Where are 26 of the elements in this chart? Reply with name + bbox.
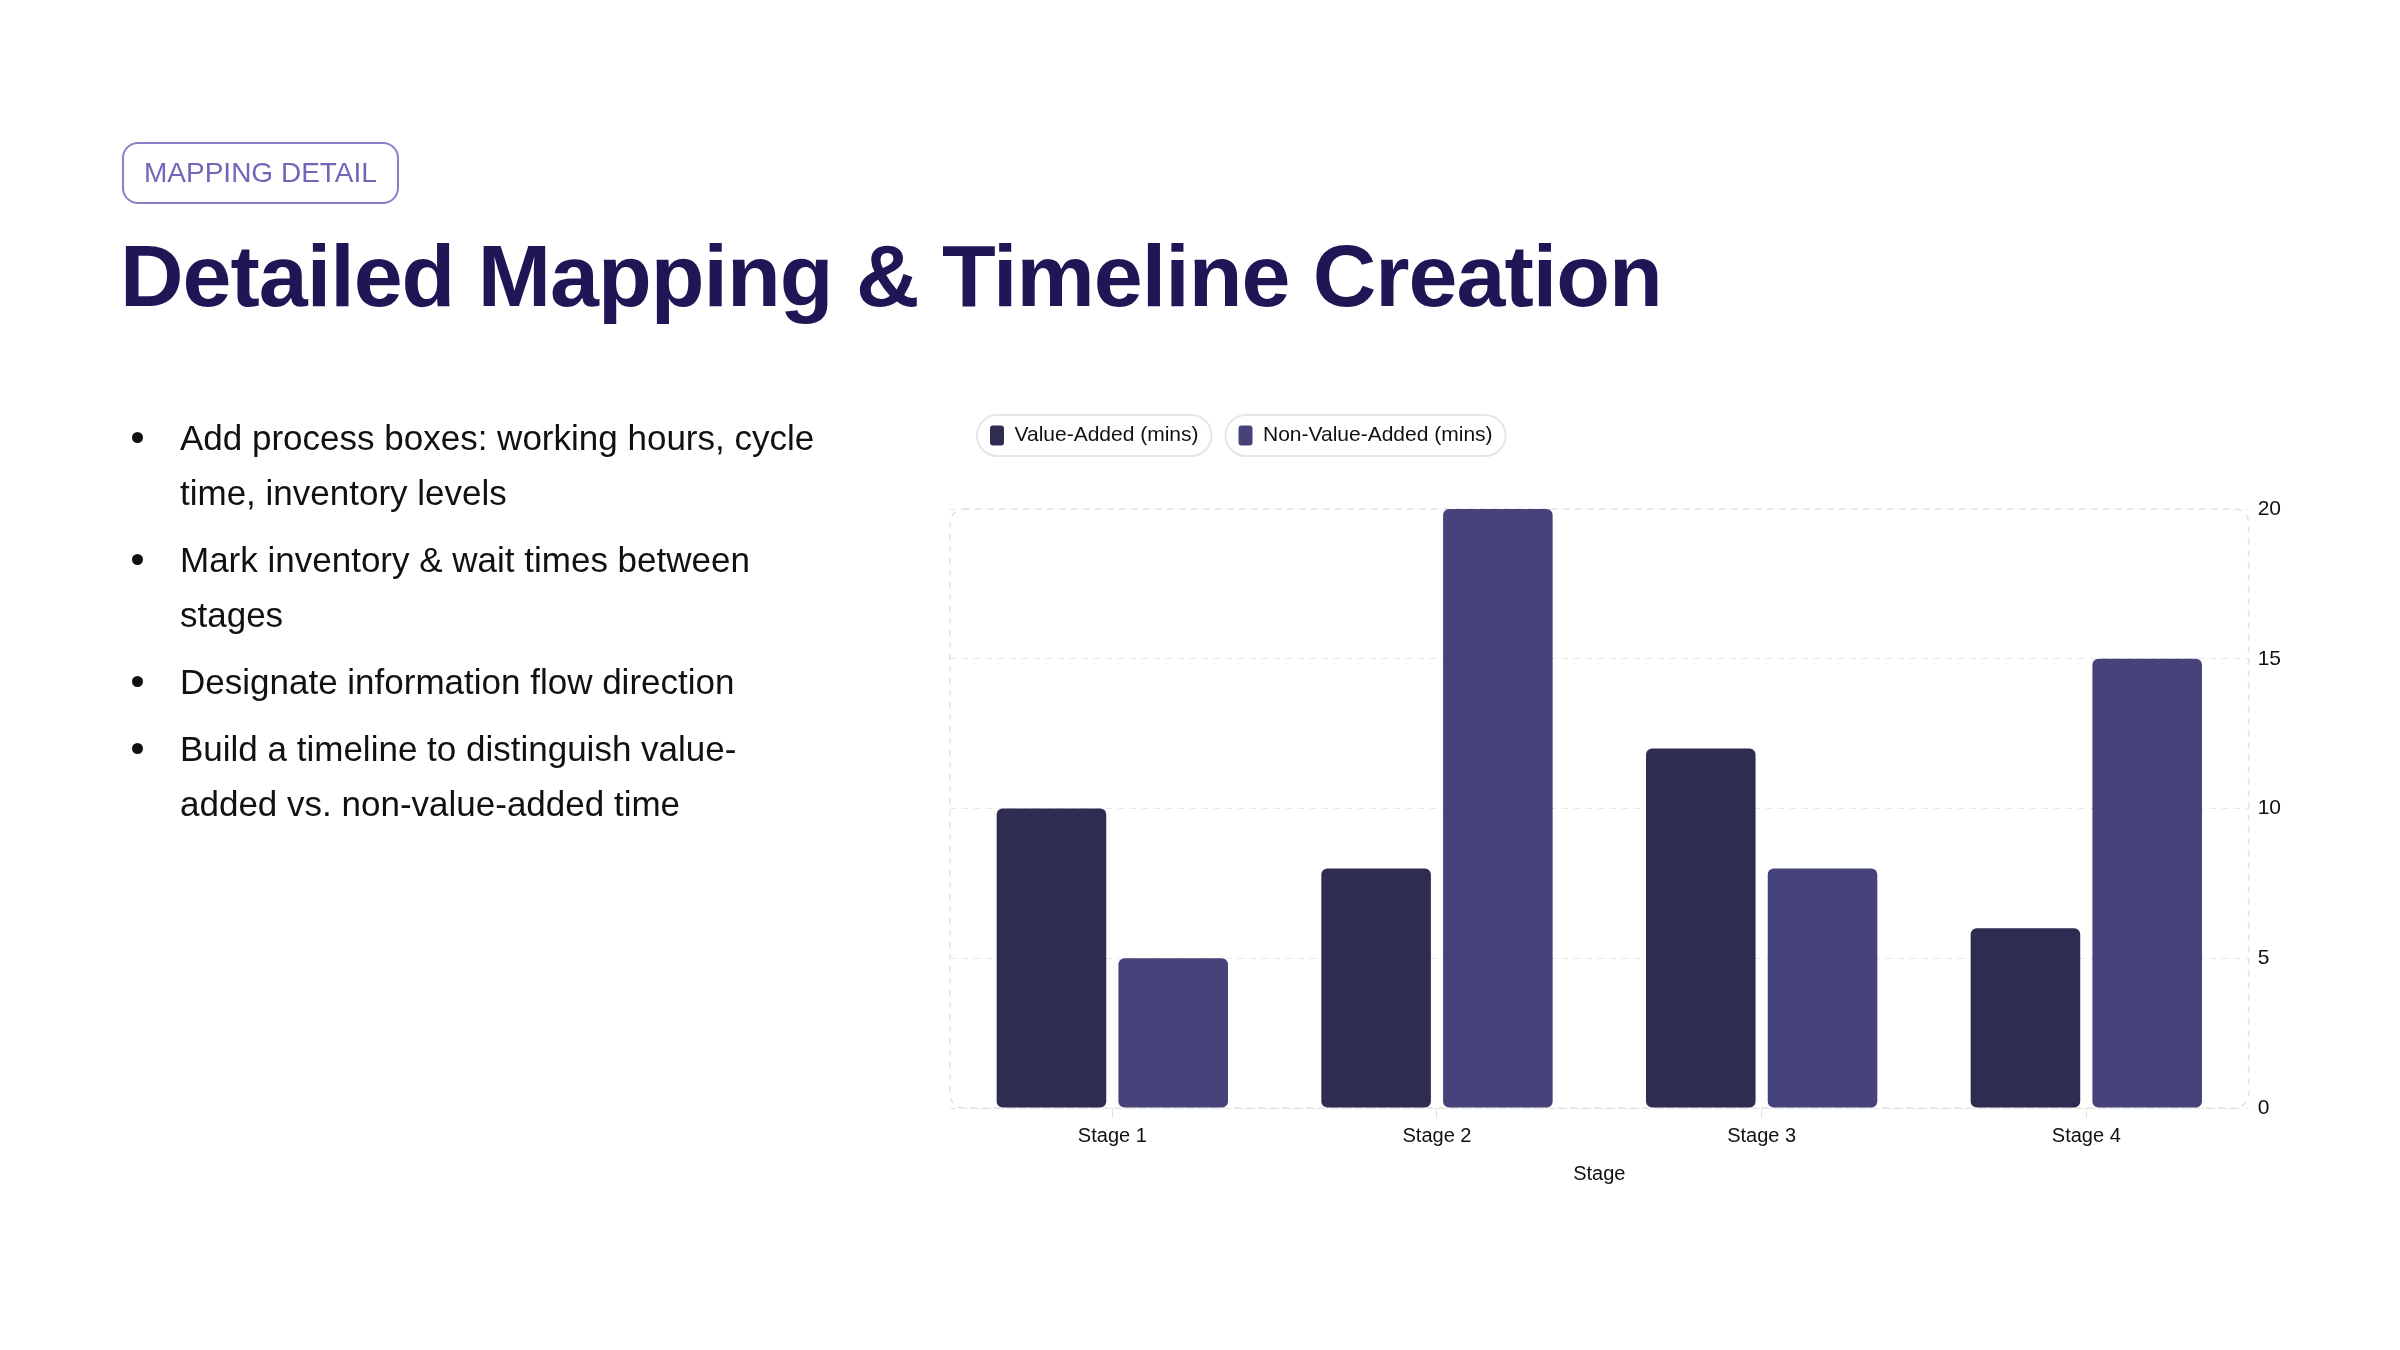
x-tick-label: Stage 2 (1402, 1123, 1472, 1146)
bar (2092, 658, 2202, 1108)
text: Build a timeline to distinguish value-added vs. non-value-added time (180, 729, 737, 823)
x-tick-label: Stage 1 (1077, 1123, 1147, 1146)
bar (1321, 868, 1431, 1108)
bar (1645, 748, 1756, 1108)
legend-label: Value-Added (mins) (1014, 422, 1199, 446)
x-tick-label: Stage 3 (1727, 1123, 1797, 1146)
bar (1767, 868, 1878, 1108)
text: Designate information flow direction (180, 662, 735, 701)
y-tick-label: 20 (2257, 495, 2281, 519)
bar (1970, 928, 2081, 1108)
x-tick-label: Stage 4 (2051, 1123, 2121, 1146)
y-tick-label: 10 (2257, 795, 2281, 819)
text: Mark inventory & wait times between stages (180, 540, 750, 634)
y-tick-label: 0 (2257, 1094, 2270, 1118)
legend-label: Non-Value-Added (mins) (1263, 422, 1493, 446)
y-tick-label: 15 (2257, 645, 2281, 669)
text: Add process boxes: working hours, cycle time, inventory levels (180, 418, 815, 512)
y-tick-label: 5 (2257, 945, 2270, 969)
text: MAPPING DETAIL (122, 142, 399, 204)
bar (1118, 958, 1228, 1108)
x-axis-title: Stage (1573, 1161, 1626, 1184)
chart-title: Detailed Mapping & Timeline Creation (120, 226, 1662, 325)
bar (1443, 509, 1553, 1108)
bar (996, 808, 1107, 1108)
